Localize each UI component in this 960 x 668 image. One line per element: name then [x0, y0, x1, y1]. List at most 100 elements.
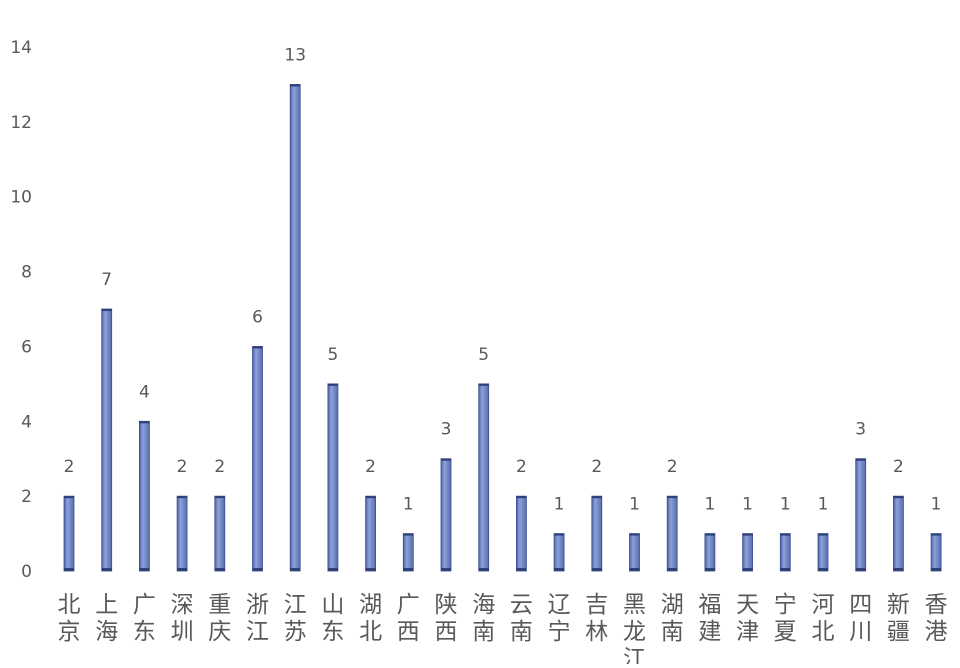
x-tick-label: 广东 [133, 592, 156, 645]
bar [478, 383, 490, 572]
bar [817, 533, 829, 572]
bar [666, 495, 678, 572]
data-label: 1 [629, 495, 640, 515]
data-label: 6 [252, 307, 263, 327]
bar-base-cap [554, 568, 565, 571]
y-tick-label: 8 [21, 263, 32, 283]
bar [629, 533, 640, 572]
x-tick-label: 上海 [95, 592, 118, 645]
bar [930, 533, 942, 572]
x-tick-label: 江苏 [284, 592, 307, 645]
data-label: 1 [554, 495, 565, 515]
bar-base-cap [139, 568, 150, 571]
bar-top-cap [177, 496, 188, 499]
bar-base-cap [64, 568, 74, 571]
bar-top-cap [101, 309, 112, 311]
data-label: 2 [667, 457, 678, 477]
x-tick-label: 宁夏 [774, 592, 797, 645]
bar-base-cap [591, 568, 602, 571]
bar-top-cap [591, 496, 602, 499]
bar [402, 533, 414, 572]
data-label: 2 [893, 457, 904, 477]
x-tick-label: 湖南 [661, 592, 684, 645]
bar-top-cap [554, 533, 565, 536]
x-tick-label: 云南 [510, 592, 533, 645]
bar-base-cap [252, 568, 263, 571]
bar-top-cap [290, 84, 301, 87]
data-label: 1 [742, 495, 753, 515]
y-tick-label: 6 [21, 337, 32, 357]
bar-top-cap [893, 496, 904, 499]
x-tick-label: 辽宁 [548, 592, 571, 645]
bar-top-cap [780, 533, 791, 536]
x-tick-label: 新疆 [887, 592, 910, 645]
x-tick-label: 香港 [925, 592, 948, 645]
bar [327, 383, 339, 572]
bar-top-cap [667, 496, 678, 499]
bar [289, 84, 301, 572]
bar-base-cap [441, 568, 451, 571]
bar [704, 533, 716, 572]
bar [553, 533, 565, 572]
bar-base-cap [365, 568, 376, 571]
data-label: 1 [818, 495, 829, 515]
bar [779, 533, 791, 572]
bar [516, 495, 527, 572]
x-tick-label: 深圳 [171, 592, 194, 645]
bar-top-cap [818, 533, 828, 536]
bar-base-cap [101, 568, 112, 571]
bar [893, 495, 904, 572]
data-label: 4 [139, 382, 150, 402]
bar-base-cap [478, 568, 489, 571]
bar-top-cap [855, 458, 866, 461]
bar-base-cap [629, 568, 640, 571]
x-axis-tick-labels: 北京上海广东深圳重庆浙江江苏山东湖北广西陕西海南云南辽宁吉林黑龙江湖南福建天津宁… [58, 592, 948, 668]
bar [365, 495, 377, 572]
bar [742, 533, 753, 572]
data-label: 1 [780, 495, 791, 515]
bar-top-cap [704, 533, 715, 536]
bar-base-cap [667, 568, 678, 571]
data-label: 1 [704, 495, 715, 515]
x-tick-label: 山东 [321, 592, 344, 645]
data-label: 2 [64, 457, 75, 477]
bar-top-cap [629, 533, 640, 536]
data-label: 1 [931, 495, 942, 515]
x-tick-label: 广西 [397, 592, 420, 645]
y-tick-label: 10 [10, 188, 32, 208]
bar-top-cap [931, 533, 942, 536]
data-label: 2 [591, 457, 602, 477]
x-tick-label: 福建 [698, 592, 721, 645]
data-label: 5 [478, 345, 489, 365]
data-label: 3 [855, 420, 866, 440]
y-tick-label: 14 [10, 38, 32, 58]
bar-base-cap [931, 568, 942, 571]
x-tick-label: 陕西 [435, 592, 458, 645]
bar-base-cap [403, 568, 414, 571]
bar [176, 495, 188, 572]
bar-top-cap [252, 346, 263, 349]
bar-top-cap [327, 383, 338, 386]
x-tick-label: 天津 [736, 592, 759, 645]
bar-base-cap [818, 568, 828, 571]
bar [440, 458, 452, 572]
x-tick-label: 吉林 [585, 592, 608, 645]
x-tick-label: 重庆 [208, 592, 231, 645]
bar-base-cap [516, 568, 527, 571]
bar [138, 420, 150, 572]
y-tick-label: 2 [21, 487, 32, 507]
bar-top-cap [742, 533, 753, 536]
data-label: 2 [214, 457, 225, 477]
x-tick-label: 黑龙江 [623, 592, 646, 664]
data-label: 13 [284, 45, 306, 65]
bar-top-cap [214, 496, 225, 499]
bar [252, 346, 263, 572]
bar-top-cap [441, 458, 451, 461]
data-label: 7 [101, 270, 112, 290]
bar [855, 458, 867, 572]
data-label: 2 [516, 457, 527, 477]
y-tick-label: 4 [21, 412, 32, 432]
data-label: 1 [403, 495, 414, 515]
